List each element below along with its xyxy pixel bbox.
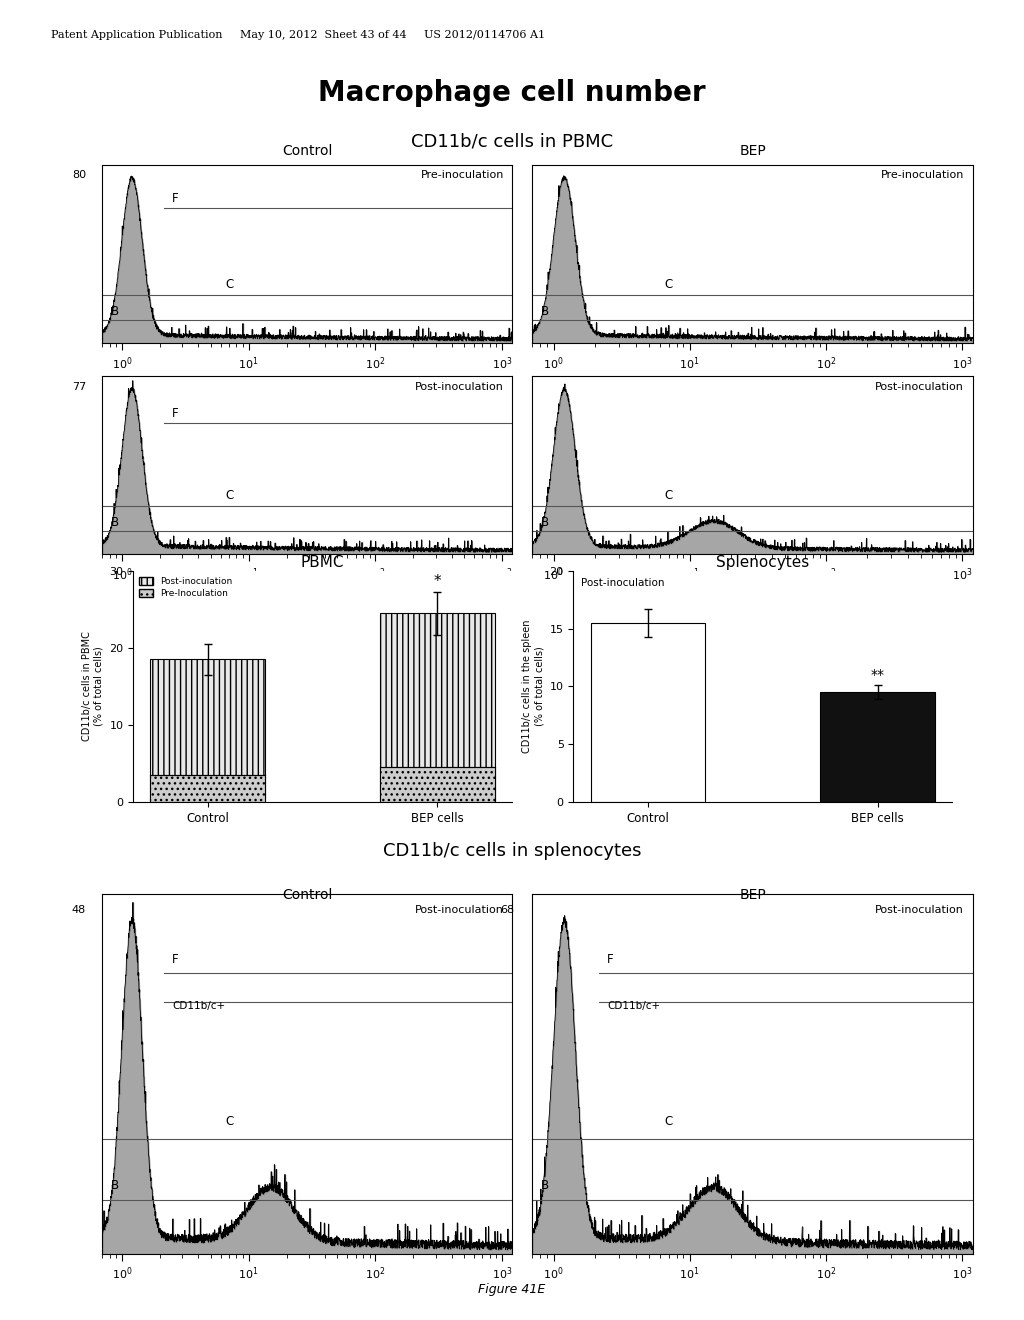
Title: PBMC: PBMC bbox=[301, 554, 344, 570]
Text: BEP: BEP bbox=[739, 887, 766, 902]
Text: Post-inoculation: Post-inoculation bbox=[581, 578, 665, 587]
Text: Control: Control bbox=[282, 887, 333, 902]
Text: 80: 80 bbox=[72, 170, 86, 181]
Text: CD11b/c+: CD11b/c+ bbox=[172, 1002, 225, 1011]
Text: Post-inoculation: Post-inoculation bbox=[415, 381, 504, 392]
Text: C: C bbox=[225, 1114, 233, 1127]
Text: BEP: BEP bbox=[739, 144, 766, 158]
Text: C: C bbox=[665, 490, 673, 502]
Y-axis label: CD11b/c cells in PBMC
(% of total cells): CD11b/c cells in PBMC (% of total cells) bbox=[82, 631, 103, 742]
Text: 77: 77 bbox=[72, 381, 86, 392]
Text: **: ** bbox=[870, 668, 885, 682]
Bar bbox=[380, 614, 495, 801]
Text: Figure 41E: Figure 41E bbox=[478, 1283, 546, 1296]
Text: F: F bbox=[172, 193, 178, 206]
Text: *: * bbox=[433, 573, 441, 589]
Text: C: C bbox=[225, 279, 233, 290]
Text: B: B bbox=[542, 1179, 550, 1192]
Text: Post-inoculation: Post-inoculation bbox=[415, 906, 504, 915]
Text: B: B bbox=[542, 305, 550, 318]
Text: C: C bbox=[665, 1114, 673, 1127]
Bar bbox=[820, 692, 935, 801]
Text: Post-inoculation: Post-inoculation bbox=[876, 906, 964, 915]
Bar bbox=[151, 775, 265, 801]
Text: CD11b/c cells in PBMC: CD11b/c cells in PBMC bbox=[411, 132, 613, 150]
Text: F: F bbox=[607, 953, 614, 966]
Text: C: C bbox=[665, 279, 673, 290]
Bar bbox=[151, 660, 265, 801]
Text: CD11b/c+: CD11b/c+ bbox=[607, 1002, 660, 1011]
Text: Control: Control bbox=[282, 144, 333, 158]
Legend: Post-inoculation, Pre-Inoculation: Post-inoculation, Pre-Inoculation bbox=[137, 576, 234, 601]
Text: Post-inoculation: Post-inoculation bbox=[876, 381, 964, 392]
Text: 68: 68 bbox=[501, 906, 515, 915]
Y-axis label: CD11b/c cells in the spleen
(% of total cells): CD11b/c cells in the spleen (% of total … bbox=[522, 619, 544, 754]
Text: 48: 48 bbox=[72, 906, 86, 915]
Text: Patent Application Publication     May 10, 2012  Sheet 43 of 44     US 2012/0114: Patent Application Publication May 10, 2… bbox=[51, 30, 546, 41]
Bar bbox=[380, 767, 495, 801]
Text: B: B bbox=[542, 516, 550, 529]
Text: Macrophage cell number: Macrophage cell number bbox=[318, 79, 706, 107]
Text: B: B bbox=[111, 305, 119, 318]
Text: F: F bbox=[172, 407, 178, 420]
Text: F: F bbox=[172, 953, 178, 966]
Text: Pre-inoculation: Pre-inoculation bbox=[421, 170, 504, 181]
Text: Pre-inoculation: Pre-inoculation bbox=[881, 170, 964, 181]
Text: B: B bbox=[111, 1179, 119, 1192]
Text: B: B bbox=[111, 516, 119, 529]
Text: CD11b/c cells in splenocytes: CD11b/c cells in splenocytes bbox=[383, 842, 641, 859]
Title: Splenocytes: Splenocytes bbox=[716, 554, 810, 570]
Bar bbox=[591, 623, 706, 801]
Text: C: C bbox=[225, 490, 233, 502]
